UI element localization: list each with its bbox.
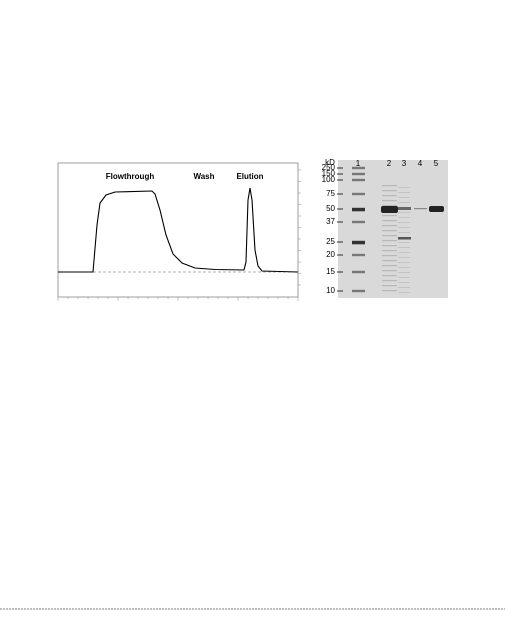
band	[382, 255, 397, 257]
band	[398, 187, 410, 188]
lane-label: 1	[356, 159, 361, 168]
band	[398, 237, 411, 240]
band	[382, 200, 397, 202]
band	[398, 202, 410, 203]
marker-label: 75	[326, 189, 335, 198]
band	[382, 205, 397, 207]
unit-label: kD	[325, 158, 335, 167]
band	[382, 220, 397, 222]
axis-ticks	[57, 169, 301, 301]
marker-label: 15	[326, 267, 335, 276]
band	[352, 240, 365, 245]
band	[352, 192, 365, 196]
band	[398, 212, 410, 213]
band	[398, 247, 410, 248]
chromatogram: Flowthrough Wash Elution	[57, 162, 301, 301]
band	[429, 206, 444, 212]
marker-label: 10	[326, 286, 335, 295]
band	[352, 220, 365, 224]
band	[398, 222, 410, 223]
marker-label: 150	[322, 169, 336, 178]
band	[382, 275, 397, 277]
band	[398, 277, 410, 278]
band	[398, 272, 410, 273]
band	[382, 245, 397, 247]
band	[398, 262, 410, 263]
band	[398, 217, 410, 218]
band	[382, 230, 397, 232]
band	[382, 265, 397, 267]
band	[398, 292, 410, 293]
marker-label: 50	[326, 204, 335, 213]
band	[382, 280, 397, 282]
band	[398, 287, 410, 288]
band	[382, 190, 397, 192]
band	[398, 197, 410, 198]
band	[398, 192, 410, 193]
band	[382, 185, 397, 187]
band	[398, 252, 410, 253]
band	[382, 285, 397, 287]
band	[382, 225, 397, 227]
marker-label: 37	[326, 217, 335, 226]
band	[382, 270, 397, 272]
phase-label: Elution	[236, 172, 263, 181]
uv-trace	[58, 187, 299, 273]
band	[398, 257, 410, 258]
band	[382, 240, 397, 242]
lane-label: 2	[387, 159, 392, 168]
band	[352, 178, 365, 182]
lane-label: 4	[418, 159, 423, 168]
marker-label: 25	[326, 237, 335, 246]
band	[381, 206, 398, 213]
band	[398, 267, 410, 268]
band	[382, 195, 397, 197]
band	[398, 227, 410, 228]
band	[352, 166, 365, 170]
band	[398, 207, 411, 210]
band	[398, 232, 410, 233]
band	[398, 242, 410, 243]
band	[382, 260, 397, 262]
band	[382, 235, 397, 237]
phase-label: Wash	[193, 172, 214, 181]
band	[352, 289, 365, 293]
phase-label: Flowthrough	[106, 172, 155, 181]
band	[352, 253, 365, 257]
plot-frame	[57, 162, 299, 298]
band	[352, 270, 365, 274]
band	[382, 215, 397, 217]
lane-label: 5	[434, 159, 439, 168]
band	[414, 208, 427, 210]
marker-label: 20	[326, 250, 335, 259]
band	[382, 250, 397, 252]
marker-label: 250	[322, 163, 336, 172]
band	[352, 172, 365, 176]
band	[382, 290, 397, 292]
marker-label: 100	[322, 175, 336, 184]
band	[398, 282, 410, 283]
band	[352, 207, 365, 212]
lane-label: 3	[402, 159, 407, 168]
